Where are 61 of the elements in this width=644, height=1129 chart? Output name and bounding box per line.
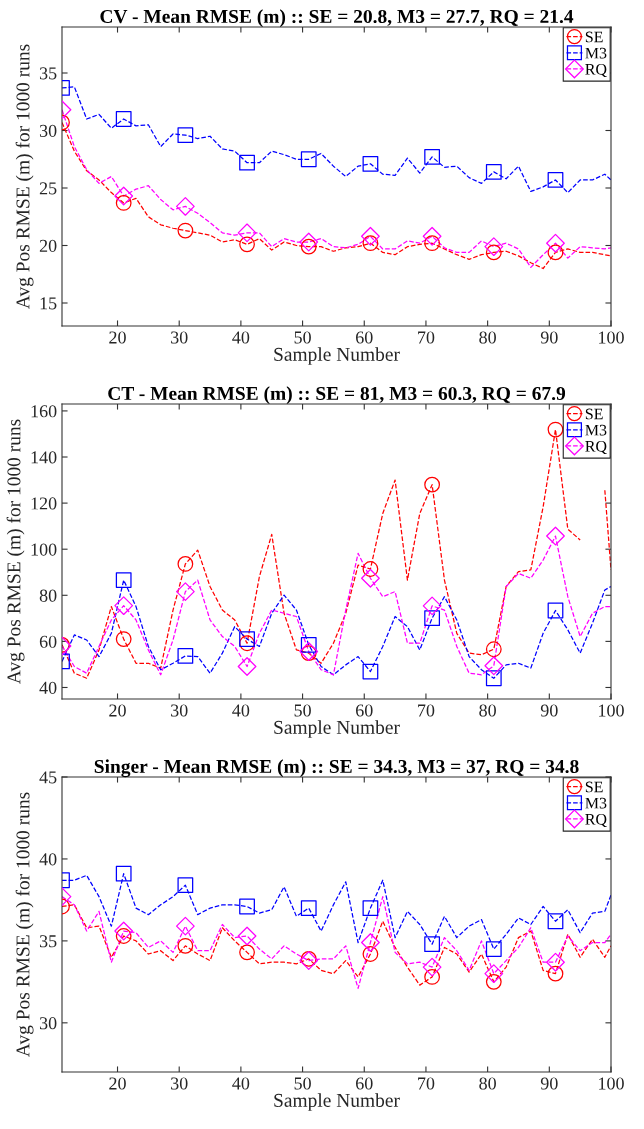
legend-label: SE [585,781,603,793]
x-tick-label: 90 [540,704,558,717]
y-tick-label: 60 [39,635,57,648]
x-tick-label: 30 [171,1077,188,1090]
x-tick-label: 80 [479,1077,496,1090]
x-tick-label: 40 [232,1077,250,1090]
x-axis-title: Sample Number [274,347,400,365]
y-tick-label: 35 [39,67,57,80]
x-tick-label: 100 [599,1077,624,1090]
y-tick-label: 40 [39,853,57,866]
x-tick-label: 90 [540,331,558,344]
x-tick-label: 80 [479,704,496,717]
y-tick-label: 45 [39,771,57,784]
legend-label: SE [585,408,603,420]
x-tick-label: 70 [418,1077,435,1090]
legend-label: RQ [585,813,607,828]
x-tick-label: 50 [294,331,311,344]
y-tick-label: 15 [40,297,57,310]
y-tick-label: 25 [39,182,57,195]
x-tick-label: 80 [479,331,496,344]
x-tick-label: 90 [540,1077,558,1090]
y-tick-label: 20 [39,239,57,252]
y-tick-label: 30 [39,124,57,137]
x-axis-title: Sample Number [274,1093,400,1111]
x-tick-label: 30 [171,331,188,344]
legend-label: RQ [585,440,607,455]
x-tick-label: 60 [356,331,373,344]
x-tick-label: 20 [109,331,126,344]
x-tick-label: 70 [418,331,435,344]
x-tick-label: 100 [599,704,624,717]
y-tick-label: 35 [39,935,57,948]
x-tick-label: 20 [109,1077,126,1090]
x-tick-label: 30 [171,704,188,717]
legend-label: RQ [585,63,607,78]
y-tick-label: 160 [31,405,57,418]
y-axis-title: Avg Pos RMSE (m) for 1000 runs [6,419,25,684]
x-tick-label: 50 [294,1077,311,1090]
x-tick-label: 70 [418,704,435,717]
y-tick-label: 120 [31,497,57,510]
y-tick-label: 100 [31,543,57,556]
legend-label: M3 [585,47,607,59]
x-tick-label: 20 [109,704,126,717]
y-axis-title: Avg Pos RMSE (m) for 1000 runs [15,792,34,1057]
y-axis-title: Avg Pos RMSE (m) for 1000 runs [15,44,34,309]
x-axis-title: Sample Number [274,720,400,738]
y-tick-label: 140 [31,451,57,464]
x-tick-label: 60 [356,704,373,717]
legend-label: M3 [585,424,607,436]
x-tick-label: 60 [356,1077,373,1090]
y-tick-label: 80 [39,589,57,602]
chart-title: CV - Mean RMSE (m) :: SE = 20.8, M3 = 27.7, RQ = 21.4 [100,9,574,27]
y-tick-label: 40 [39,681,57,694]
x-tick-label: 100 [599,331,624,344]
legend-label: SE [585,31,603,43]
x-tick-label: 40 [232,704,250,717]
y-tick-label: 30 [39,1017,57,1030]
chart-title: Singer - Mean RMSE (m) :: SE = 34.3, M3 = 37, RQ = 34.8 [94,759,579,778]
x-tick-label: 50 [294,704,311,717]
chart-title: CT - Mean RMSE (m) :: SE = 81, M3 = 60.3, RQ = 67.9 [108,386,566,404]
x-tick-label: 40 [232,331,250,344]
legend-label: M3 [585,797,607,809]
